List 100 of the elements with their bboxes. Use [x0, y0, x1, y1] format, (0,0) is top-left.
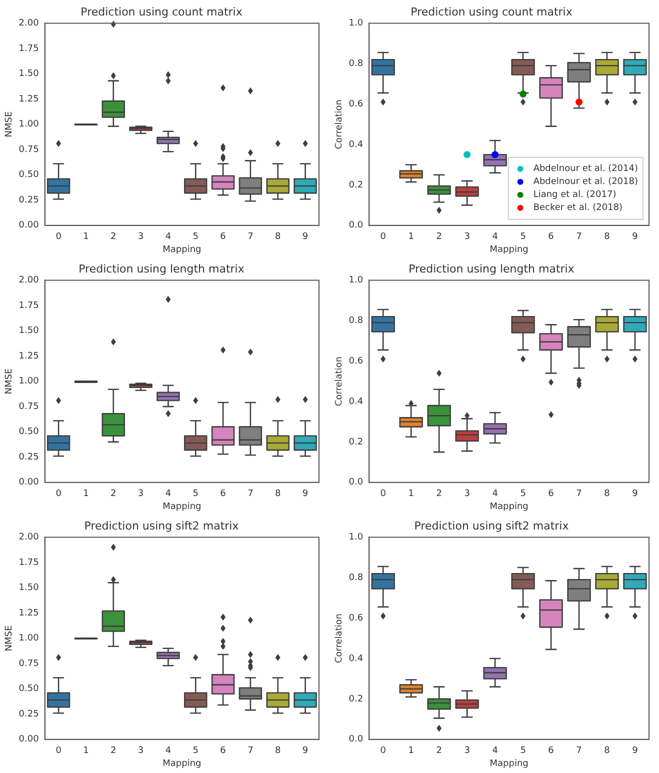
y-tick-label: 0.8	[348, 316, 364, 326]
y-axis-title: Correlation	[334, 356, 345, 406]
y-tick-label: 2.00	[18, 18, 40, 29]
x-axis-title: Mapping	[490, 244, 528, 255]
x-tick-label: 4	[165, 232, 172, 242]
x-tick-label: 8	[275, 232, 282, 242]
y-tick-label: 0.2	[348, 180, 364, 190]
y-axis-title: NMSE	[4, 625, 15, 652]
x-tick-label: 2	[110, 746, 116, 756]
x-axis-title: Mapping	[162, 758, 202, 769]
x-tick-label: 0	[380, 489, 386, 500]
x-tick-label: 7	[248, 746, 254, 756]
x-tick-label: 4	[492, 489, 498, 500]
x-tick-label: 0	[380, 746, 386, 756]
y-tick-label: 0.6	[348, 99, 364, 110]
x-tick-label: 3	[138, 746, 144, 756]
x-tick-label: 6	[220, 232, 226, 242]
y-tick-label: 0.2	[348, 437, 364, 448]
x-tick-label: 0	[56, 232, 62, 242]
x-tick-label: 5	[192, 746, 198, 756]
x-tick-label: 1	[408, 232, 414, 242]
y-tick-label: 0.50	[18, 170, 40, 180]
x-tick-label: 1	[83, 489, 89, 500]
y-tick-label: 0.75	[18, 144, 39, 155]
chart-title: Prediction using length matrix	[408, 262, 575, 276]
x-tick-label: 5	[192, 232, 198, 242]
y-tick-label: 0.00	[18, 734, 40, 745]
x-tick-label: 3	[138, 489, 144, 500]
x-tick-label: 9	[302, 489, 308, 500]
y-tick-label: 1.50	[18, 326, 40, 336]
x-tick-label: 0	[56, 489, 62, 500]
x-tick-label: 5	[520, 489, 526, 500]
x-axis-title: Mapping	[162, 502, 202, 512]
x-tick-label: 0	[380, 232, 386, 242]
y-tick-label: 0.8	[348, 58, 364, 69]
y-tick-label: 0.75	[18, 402, 39, 412]
y-tick-label: 0.4	[348, 140, 364, 150]
x-tick-label: 4	[492, 232, 498, 242]
x-tick-label: 8	[604, 232, 610, 242]
y-tick-label: 1.75	[18, 300, 39, 311]
y-tick-label: 0.00	[18, 220, 40, 231]
y-tick-label: 1.25	[18, 351, 39, 362]
x-tick-label: 4	[165, 489, 172, 500]
y-tick-label: 1.50	[18, 69, 40, 80]
chart-title: Prediction using sift2 matrix	[414, 519, 570, 532]
chart-title: Prediction using sift2 matrix	[84, 519, 240, 532]
x-tick-label: 8	[604, 746, 610, 756]
x-tick-label: 5	[192, 489, 198, 500]
x-tick-label: 8	[275, 746, 282, 756]
x-tick-label: 7	[576, 489, 582, 500]
x-tick-label: 6	[220, 746, 226, 756]
y-tick-label: 0.4	[348, 396, 364, 407]
x-tick-label: 8	[275, 489, 282, 500]
x-tick-label: 9	[302, 746, 308, 756]
legend-label: Becker et al. (2018)	[533, 203, 623, 214]
x-tick-label: 2	[436, 232, 442, 242]
y-tick-label: 0.00	[18, 478, 40, 488]
y-tick-label: 1.50	[18, 583, 40, 594]
legend-label: Abdelnour et al. (2014)	[533, 164, 638, 174]
y-tick-label: 0.4	[348, 654, 364, 664]
x-tick-label: 3	[464, 489, 470, 500]
x-tick-label: 6	[548, 489, 554, 500]
y-tick-label: 0.50	[18, 684, 40, 694]
y-tick-label: 1.75	[18, 44, 39, 54]
x-tick-label: 8	[604, 489, 610, 500]
x-tick-label: 7	[576, 746, 582, 756]
x-tick-label: 7	[248, 232, 254, 242]
y-tick-label: 0.2	[348, 694, 364, 704]
x-tick-label: 0	[56, 746, 62, 756]
x-tick-label: 2	[436, 489, 442, 500]
y-tick-label: 1.00	[18, 634, 40, 644]
y-tick-label: 0.8	[348, 572, 364, 583]
chart-title: Prediction using length matrix	[78, 262, 245, 276]
x-axis-title: Mapping	[162, 244, 202, 255]
x-tick-label: 7	[248, 489, 254, 500]
x-tick-label: 5	[520, 746, 526, 756]
y-tick-label: 1.0	[348, 276, 364, 286]
y-tick-label: 1.25	[18, 94, 39, 104]
x-tick-label: 1	[408, 489, 414, 500]
y-tick-label: 0.0	[348, 478, 364, 488]
y-axis-title: Correlation	[334, 99, 345, 150]
x-tick-label: 9	[302, 232, 308, 242]
x-tick-label: 9	[632, 232, 638, 242]
x-tick-label: 6	[548, 232, 554, 242]
x-tick-label: 3	[464, 746, 470, 756]
y-tick-label: 0.6	[348, 613, 364, 624]
x-tick-label: 9	[632, 746, 638, 756]
y-tick-label: 1.00	[18, 376, 40, 387]
x-tick-label: 1	[83, 232, 89, 242]
x-tick-label: 5	[520, 232, 526, 242]
y-tick-label: 1.0	[348, 532, 364, 543]
y-tick-label: 0.25	[18, 195, 39, 206]
x-tick-label: 3	[464, 232, 470, 242]
y-tick-label: 0.0	[348, 220, 364, 231]
y-tick-label: 1.25	[18, 608, 39, 618]
x-tick-label: 6	[220, 489, 226, 500]
y-tick-label: 0.0	[348, 734, 364, 745]
x-tick-label: 7	[576, 232, 582, 242]
y-axis-title: Correlation	[334, 613, 345, 664]
x-tick-label: 4	[492, 746, 498, 756]
